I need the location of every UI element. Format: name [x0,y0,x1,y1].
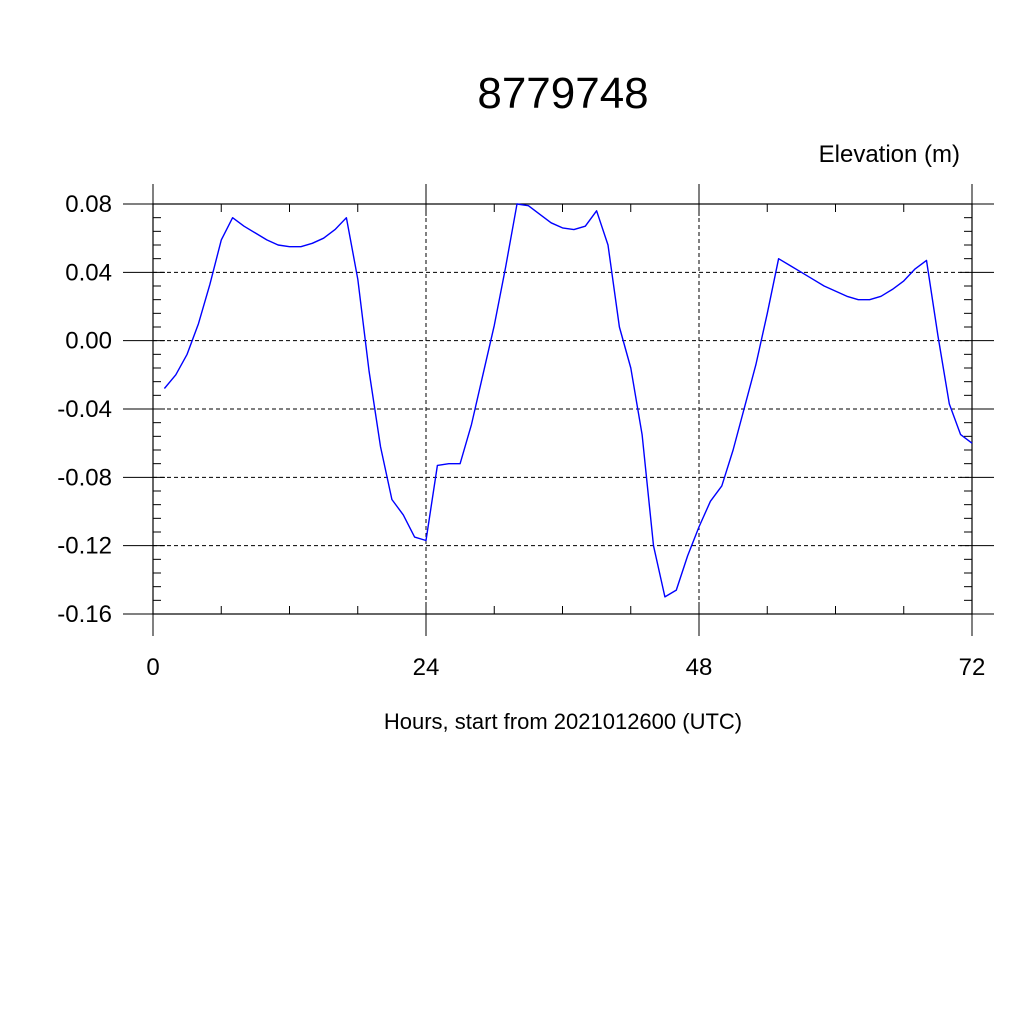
grid-lines [152,203,973,615]
axis-ticks [123,184,994,636]
x-tick-label: 0 [146,654,159,681]
plot-frame [152,203,973,615]
x-tick-label: 24 [413,654,440,681]
y-tick-label: 0.00 [65,328,112,355]
y-tick-label: 0.04 [65,259,112,286]
x-tick-label: 72 [959,654,986,681]
x-tick-label: 48 [686,654,713,681]
y-tick-label: -0.12 [57,533,112,560]
series-layer [163,203,973,598]
elevation-series-line [163,203,973,598]
y-tick-label: -0.08 [57,464,112,491]
x-axis-label: Hours, start from 2021012600 (UTC) [384,709,742,734]
plot-border [152,203,973,615]
y-tick-label: 0.08 [65,191,112,218]
y-axis-label: Elevation (m) [819,141,960,168]
chart-title: 8779748 [477,69,648,118]
y-tick-label: -0.16 [57,601,112,628]
tick-labels: -0.16 -0.12 -0.08 -0.04 0.00 0.04 0.08 0 24 48 72 [57,191,985,681]
y-tick-label: -0.04 [57,396,112,423]
